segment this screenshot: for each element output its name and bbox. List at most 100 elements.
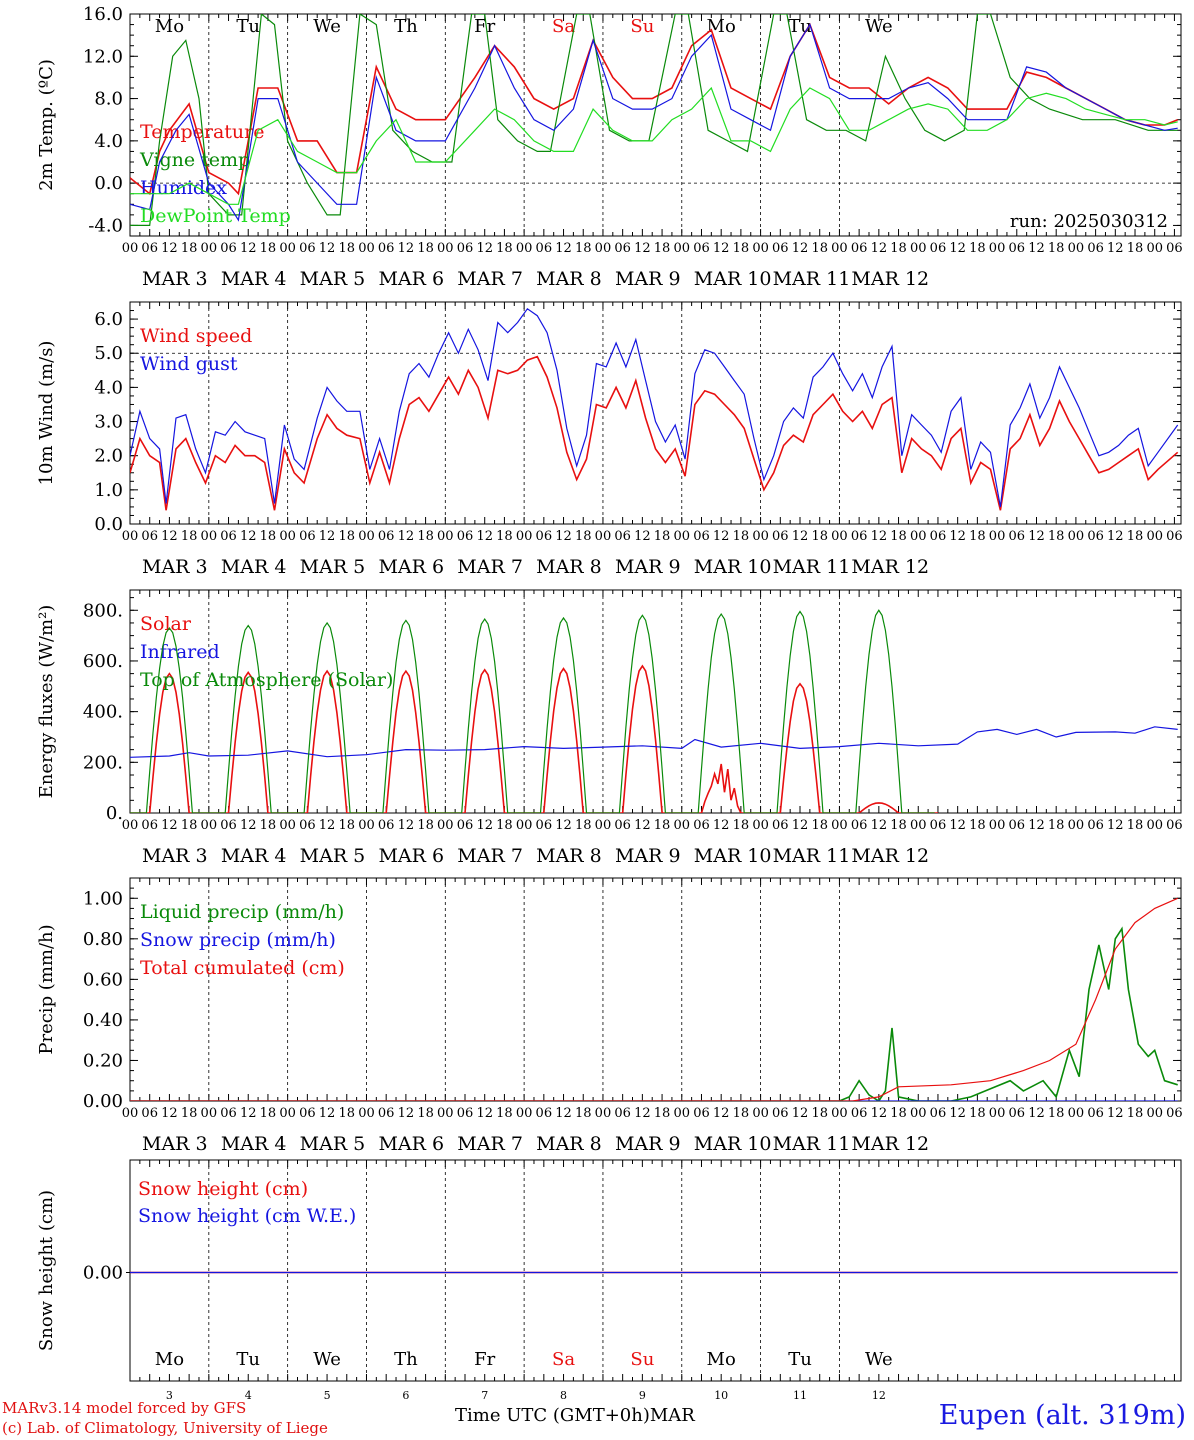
weekday-label: Tu [236, 16, 260, 37]
hour-label: 06 [141, 818, 158, 833]
day-number-label: 11 [793, 1389, 807, 1402]
day-number-label: 10 [714, 1389, 728, 1402]
hour-label: 06 [141, 1106, 158, 1121]
hour-label: 12 [634, 529, 651, 544]
hour-label: 18 [181, 529, 198, 544]
date-label: MAR 7 [457, 845, 523, 867]
series-line-red [130, 355, 1179, 511]
hour-label: 18 [338, 529, 355, 544]
hour-label: 00 [516, 241, 533, 256]
date-label: MAR 10 [694, 268, 772, 290]
legend-entry: DewPoint Temp [140, 205, 291, 227]
hour-label: 12 [161, 1106, 178, 1121]
date-label: MAR 4 [221, 268, 287, 290]
hour-label: 00 [1068, 529, 1085, 544]
date-label: MAR 7 [457, 556, 523, 578]
hour-label: 00 [122, 1106, 139, 1121]
hour-label: 18 [496, 818, 513, 833]
date-label: MAR 3 [142, 556, 208, 578]
day-number-label: 7 [481, 1389, 488, 1402]
hour-label: 18 [260, 818, 277, 833]
hour-label: 06 [299, 241, 316, 256]
hour-label: 12 [476, 529, 493, 544]
date-label: MAR 5 [300, 1133, 366, 1155]
date-label: MAR 8 [536, 845, 602, 867]
y-tick-label: 3.0 [94, 412, 123, 433]
weekday-label: Sa [552, 1349, 575, 1370]
hour-label: 18 [1048, 1106, 1065, 1121]
hour-label: 06 [930, 818, 947, 833]
date-label: MAR 3 [142, 1133, 208, 1155]
hour-label: 12 [555, 1106, 572, 1121]
hour-label: 12 [161, 529, 178, 544]
hour-label: 18 [890, 529, 907, 544]
series-line-green [130, 609, 935, 813]
weekday-label: Mo [707, 1349, 736, 1370]
date-label: MAR 5 [300, 268, 366, 290]
series-line-blue [130, 23, 1178, 222]
series-line-green [130, 926, 1178, 1101]
y-tick-label: 0. [106, 803, 123, 824]
hour-label: 06 [693, 529, 710, 544]
hour-label: 00 [1146, 1106, 1163, 1121]
hour-label: 00 [595, 818, 612, 833]
date-label: MAR 12 [851, 268, 929, 290]
y-tick-label: 4.0 [94, 131, 123, 152]
legend-entry: Solar [140, 613, 192, 635]
hour-label: 06 [851, 241, 868, 256]
hour-label: 18 [260, 529, 277, 544]
hour-label: 18 [890, 818, 907, 833]
hour-label: 06 [614, 529, 631, 544]
hour-label: 12 [1028, 818, 1045, 833]
y-tick-label: 6.0 [94, 309, 123, 330]
hour-label: 06 [1009, 241, 1026, 256]
hour-label: 12 [713, 529, 730, 544]
hour-label: 18 [733, 529, 750, 544]
hour-label: 00 [831, 818, 848, 833]
date-label: MAR 4 [221, 845, 287, 867]
hour-label: 00 [1146, 241, 1163, 256]
hour-label: 18 [181, 1106, 198, 1121]
hour-label: 12 [1028, 241, 1045, 256]
hour-label: 06 [772, 241, 789, 256]
hour-label: 06 [1087, 818, 1104, 833]
series-line-blue [130, 726, 1178, 758]
hour-label: 12 [476, 241, 493, 256]
hour-label: 06 [299, 529, 316, 544]
hour-label: 00 [910, 241, 927, 256]
hour-label: 06 [220, 1106, 237, 1121]
hour-label: 18 [811, 818, 828, 833]
hour-label: 18 [969, 1106, 986, 1121]
y-tick-label: 0.60 [83, 969, 123, 990]
hour-label: 12 [949, 529, 966, 544]
weekday-label: Sa [552, 16, 575, 37]
weekday-label: Fr [474, 1349, 495, 1370]
hour-label: 06 [772, 818, 789, 833]
hour-label: 00 [122, 818, 139, 833]
hour-label: 06 [220, 241, 237, 256]
hour-label: 12 [240, 241, 257, 256]
y-tick-label: 400. [83, 702, 123, 723]
weekday-label: Su [630, 16, 654, 37]
date-label: MAR 7 [457, 1133, 523, 1155]
hour-label: 12 [792, 818, 809, 833]
hour-label: 12 [713, 241, 730, 256]
hour-label: 12 [1107, 529, 1124, 544]
date-label: MAR 12 [851, 556, 929, 578]
hour-label: 18 [654, 241, 671, 256]
hour-label: 06 [614, 1106, 631, 1121]
hour-label: 18 [575, 529, 592, 544]
day-number-label: 6 [402, 1389, 409, 1402]
date-label: MAR 5 [300, 556, 366, 578]
hour-label: 00 [122, 529, 139, 544]
hour-label: 00 [674, 241, 691, 256]
date-label: MAR 6 [378, 556, 444, 578]
hour-label: 12 [871, 1106, 888, 1121]
hour-label: 18 [1127, 529, 1144, 544]
hour-label: 12 [240, 529, 257, 544]
hour-label: 06 [141, 241, 158, 256]
hour-label: 00 [831, 241, 848, 256]
hour-label: 12 [634, 1106, 651, 1121]
hour-label: 12 [871, 818, 888, 833]
